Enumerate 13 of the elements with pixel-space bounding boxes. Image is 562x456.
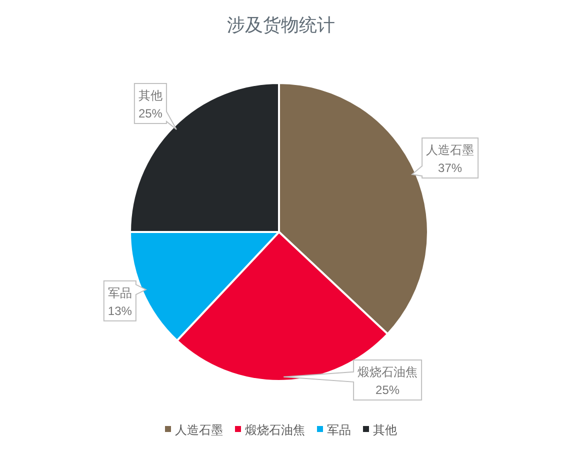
data-label: 25% bbox=[376, 383, 400, 397]
data-label: 37% bbox=[438, 160, 462, 175]
legend-label: 军品 bbox=[327, 423, 351, 437]
slice-label: 人造石墨 bbox=[426, 142, 474, 157]
slice-label: 其他 bbox=[138, 88, 162, 102]
slice-label: 军品 bbox=[108, 286, 132, 300]
slice-label: 煅烧石油焦 bbox=[358, 365, 418, 379]
data-label: 13% bbox=[108, 304, 132, 318]
title: 涉及货物统计 bbox=[227, 15, 335, 35]
data-label: 25% bbox=[138, 106, 163, 120]
legend-label: 其他 bbox=[373, 423, 397, 437]
legend-label: 煅烧石油焦 bbox=[245, 423, 305, 437]
legend-label: 人造石墨 bbox=[175, 423, 223, 437]
